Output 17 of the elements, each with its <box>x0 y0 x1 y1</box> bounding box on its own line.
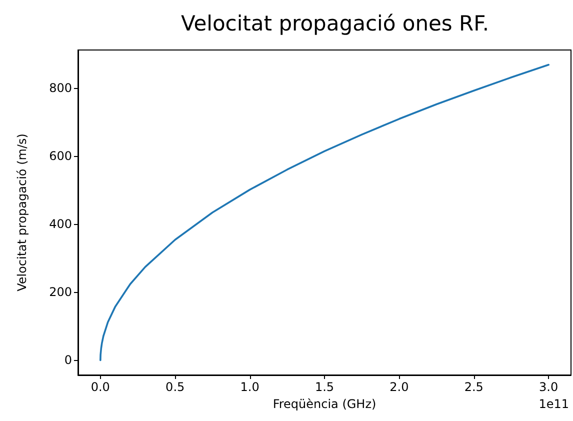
y-tick-label: 800 <box>49 80 72 95</box>
chart-title: Velocitat propagació ones RF. <box>180 12 490 36</box>
text: 1e11 <box>538 397 570 411</box>
y-tick-label: 0 <box>64 353 72 368</box>
x-tick-label: 0.0 <box>90 380 110 394</box>
x-tick-label: 1.5 <box>314 380 334 394</box>
x-tick-label: 2.5 <box>464 380 484 394</box>
y-axis-title: Velocitat propagació (m/s) <box>15 134 29 292</box>
x-tick-label: 1.0 <box>240 380 260 394</box>
x-axis-title: Freqüència (GHz) <box>272 396 376 411</box>
x-tick-label: 0.5 <box>166 380 185 394</box>
y-tick-label: 200 <box>49 285 72 300</box>
x-tick-label: 3.0 <box>539 380 558 394</box>
y-tick-label: 600 <box>49 148 72 163</box>
x-tick-label: 2.0 <box>390 380 409 394</box>
line-series <box>100 64 550 362</box>
y-tick-label: 400 <box>49 217 72 232</box>
